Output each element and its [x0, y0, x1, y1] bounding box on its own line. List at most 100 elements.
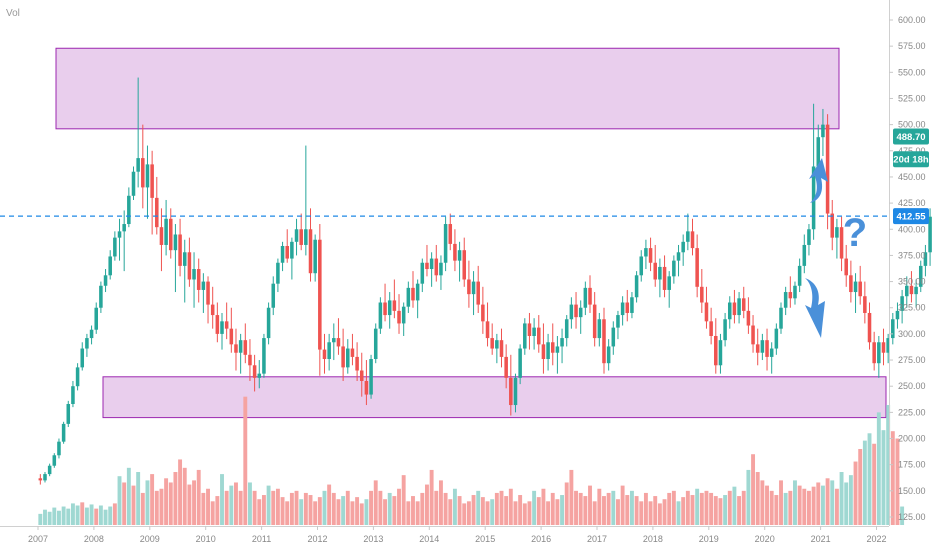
candle-body [392, 300, 397, 311]
candle [783, 286, 788, 316]
volume-bar [853, 461, 858, 525]
candle-body [592, 304, 597, 339]
volume-bar [872, 443, 877, 525]
arrow-down-icon [805, 278, 825, 338]
x-tick-label: 2014 [419, 534, 439, 544]
volume-bar [881, 430, 886, 525]
candle [373, 323, 378, 364]
candle-body [75, 367, 80, 387]
volume-bar [480, 497, 485, 525]
candle-body [900, 296, 904, 311]
volume-bar [732, 486, 737, 525]
volume-bar [499, 490, 504, 525]
annotations-layer: ? [805, 158, 867, 338]
candle-body [518, 348, 522, 378]
volume-bar [629, 490, 634, 525]
candle-body [849, 275, 853, 293]
candle [392, 279, 397, 319]
volume-bar [657, 503, 662, 525]
candle-body [206, 281, 210, 305]
candle-body [788, 292, 793, 299]
zones-layer [55, 47, 887, 419]
volume-bar [490, 499, 495, 525]
candle [788, 276, 793, 308]
candle-body [714, 335, 718, 366]
y-tick-label: 475.00 [898, 146, 926, 156]
candle-body [816, 137, 821, 167]
y-tick-label: 300.00 [898, 329, 926, 339]
candle [369, 354, 373, 399]
volume-bar [713, 496, 718, 525]
volume-bar [57, 510, 61, 525]
volume-bar [583, 496, 588, 525]
candle [639, 250, 644, 282]
candle-body [378, 302, 383, 329]
candle-body [928, 216, 932, 253]
candle-body [52, 455, 57, 466]
candle [769, 342, 774, 374]
x-tick-label: 2022 [866, 534, 886, 544]
candle [853, 273, 858, 313]
volume-bar [285, 501, 290, 525]
candle-body [290, 241, 294, 259]
volume-bar [103, 509, 108, 525]
volume-bar [84, 507, 89, 525]
candle-body [830, 213, 835, 238]
candle-body [448, 224, 453, 244]
volume-bar [229, 485, 234, 525]
volume-bar [289, 492, 294, 525]
volume-bar [606, 492, 611, 525]
candle-body [299, 229, 303, 245]
candle [863, 281, 867, 324]
candle-body [569, 304, 574, 320]
candle-body [38, 478, 43, 481]
candle-body [332, 338, 336, 343]
candle-body [769, 348, 774, 357]
candle-body [909, 285, 914, 295]
volume-bar [406, 501, 411, 525]
candle [276, 258, 280, 293]
volume-bar [238, 490, 243, 525]
candle [38, 474, 43, 485]
candle-body [578, 307, 583, 318]
candle [322, 333, 327, 374]
candle-body [611, 327, 616, 347]
volume-bar [126, 467, 131, 525]
candle [550, 323, 555, 366]
volume-bar [196, 469, 201, 525]
volume-bar [462, 503, 467, 525]
volume-bar [476, 490, 481, 525]
candle [103, 269, 108, 293]
volume-bar [811, 486, 816, 525]
volume-bar [685, 490, 690, 525]
volume-bar [671, 490, 676, 525]
volume-bar [457, 496, 462, 525]
candle-body [243, 340, 248, 355]
x-tick-label: 2007 [28, 534, 48, 544]
candle [858, 265, 862, 305]
volume-bar [261, 495, 266, 525]
candle-body [481, 304, 485, 322]
candle-body [527, 323, 532, 336]
candle-body [182, 252, 187, 266]
volume-bar [66, 508, 71, 525]
volume-bar [723, 495, 728, 525]
volume-bar [620, 485, 625, 525]
candle [765, 328, 769, 371]
volume-bar [98, 505, 103, 525]
price-badge: 412.55 [893, 208, 929, 225]
candle-body [746, 310, 751, 326]
volume-bar [345, 490, 350, 525]
candle-body [113, 237, 117, 257]
volume-bar [625, 495, 630, 525]
x-tick-label: 2021 [811, 534, 831, 544]
candle [429, 252, 434, 287]
volume-bar [234, 482, 238, 525]
volume-bar [159, 488, 164, 525]
volume-bar [275, 488, 280, 525]
candle-body [192, 269, 196, 280]
volume-bar [895, 438, 900, 525]
candle-body [709, 321, 713, 336]
candle [266, 302, 271, 345]
volume-bar [653, 496, 658, 525]
